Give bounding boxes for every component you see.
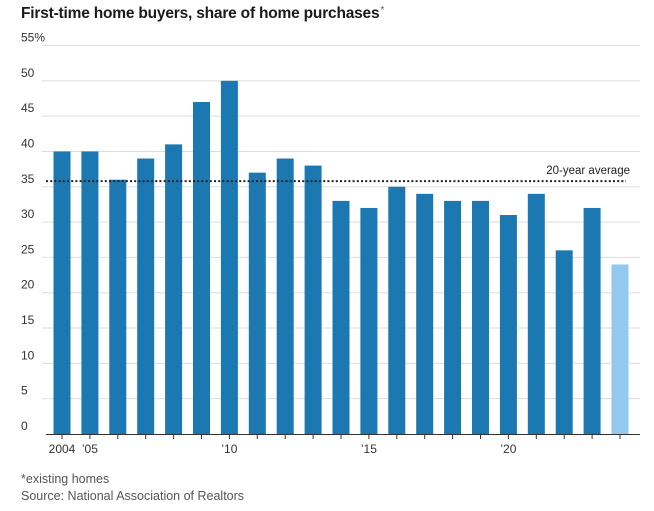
bar-2006 [109, 179, 127, 434]
bar-2024 [611, 264, 629, 434]
bar-2009 [193, 102, 210, 434]
bar-2022 [555, 250, 573, 434]
bar-2020 [499, 215, 517, 434]
title-asterisk: * [380, 5, 385, 16]
bar-2010 [220, 80, 238, 435]
y-tick-label: 10 [21, 348, 35, 362]
source-note: Source: National Association of Realtors [21, 489, 245, 503]
chart-title-text: First-time home buyers, share of home pu… [21, 5, 380, 22]
average-line-label: 20-year average [546, 165, 630, 177]
bar-2019 [472, 200, 489, 434]
x-tick-label: ’10 [221, 442, 237, 456]
bar-2008 [165, 144, 183, 434]
y-tick-label: 5 [21, 384, 28, 398]
y-tick-label: 15 [21, 313, 35, 327]
footnote: *existing homes [21, 472, 110, 486]
bar-2021 [527, 193, 545, 434]
bar-2007 [137, 158, 155, 434]
x-axis-ticks: 2004 ’05 ’10 ’15 ’20 [49, 434, 621, 456]
y-tick-label: 25 [21, 242, 35, 256]
x-tick-label: ’20 [500, 442, 516, 456]
bar-2017 [416, 193, 434, 434]
bar-2015 [360, 207, 378, 434]
y-tick-label: 30 [21, 207, 35, 221]
bar-2018 [444, 200, 462, 434]
bar-2005 [81, 151, 99, 435]
y-tick-label: 50 [21, 66, 35, 80]
y-tick-label: 35 [21, 172, 35, 186]
y-tick-label: 40 [21, 136, 35, 150]
chart-title: First-time home buyers, share of home pu… [21, 5, 384, 23]
x-tick-label: ’05 [82, 442, 98, 456]
average-line-group: 20-year average [46, 165, 630, 183]
y-tick-label: 0 [21, 419, 28, 433]
bar-2016 [388, 186, 406, 434]
bar-2012 [276, 158, 294, 434]
y-axis-ticks: 0 5 10 15 20 25 30 35 40 45 50 55% [21, 31, 45, 434]
bar-2011 [248, 172, 266, 435]
bar-2004 [53, 151, 71, 435]
bar-2013 [304, 165, 322, 434]
y-tick-label: 45 [21, 101, 35, 115]
y-tick-label: 55% [21, 31, 45, 45]
x-tick-label: 2004 [49, 442, 76, 456]
y-tick-label: 20 [21, 278, 35, 292]
bar-2014 [332, 200, 350, 434]
bars [53, 80, 629, 435]
bar-2023 [583, 207, 601, 434]
x-tick-label: ’15 [361, 442, 377, 456]
